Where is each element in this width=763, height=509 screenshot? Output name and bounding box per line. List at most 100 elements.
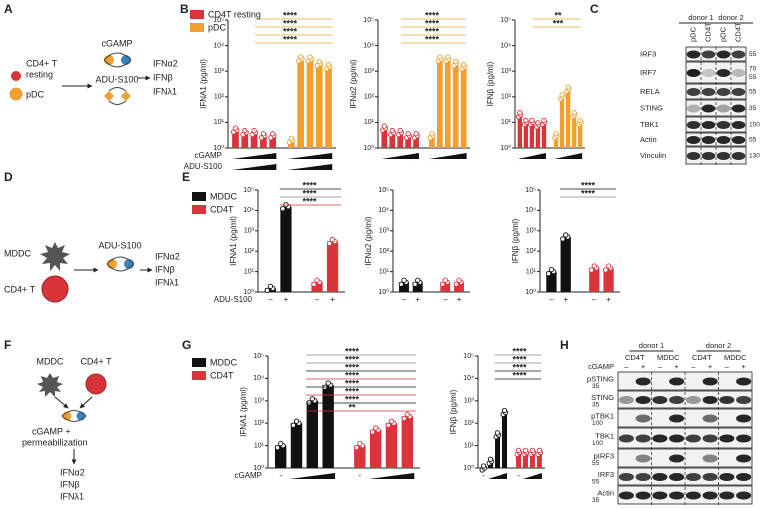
point <box>385 422 391 428</box>
y-axis-label: IFNβ (pg/ml) <box>511 218 520 263</box>
y-tick-label: 10⁵ <box>500 17 511 24</box>
point <box>445 54 451 60</box>
point <box>536 447 543 453</box>
bar <box>412 282 423 292</box>
y-tick-label: 10¹ <box>244 268 255 275</box>
y-tick-label: 10⁵ <box>253 353 264 360</box>
x-axis-label: ADU-S100 <box>214 295 253 304</box>
sig-stars: **** <box>283 34 298 44</box>
x-axis-label: cGAMP <box>234 471 262 480</box>
arrow <box>54 396 69 409</box>
ramp <box>368 473 415 479</box>
point <box>437 54 443 60</box>
point <box>404 411 410 418</box>
pdc-cell <box>9 87 23 101</box>
sign: – <box>725 362 730 371</box>
band <box>731 88 746 96</box>
sig-stars: **** <box>512 346 527 356</box>
point <box>293 418 300 424</box>
band <box>669 396 685 404</box>
treatment: cGAMP <box>588 362 614 371</box>
bar <box>274 445 287 468</box>
blot-row-label: TBK1 <box>640 120 659 129</box>
y-tick-label: 10² <box>244 248 255 255</box>
molecule-link <box>103 52 132 68</box>
ramp <box>517 153 546 159</box>
cell-label: MDDC <box>4 248 31 258</box>
y-axis-label: IFNα2 (pg/ml) <box>349 59 358 108</box>
output: IFNλ1 <box>60 491 84 501</box>
y-tick-label: 10³ <box>364 68 375 75</box>
point <box>232 125 239 131</box>
cell-label: resting <box>26 69 53 79</box>
point <box>357 440 363 447</box>
band <box>669 454 685 463</box>
y-tick-label: 10³ <box>214 68 225 75</box>
point <box>401 277 407 283</box>
sign: + <box>641 362 646 371</box>
y-tick-label: 10⁰ <box>253 464 264 472</box>
bar <box>444 58 451 148</box>
point <box>559 92 565 98</box>
sig-stars: **** <box>302 180 317 190</box>
bar <box>541 122 547 148</box>
x-tick-label: + <box>606 295 611 304</box>
band <box>686 50 701 59</box>
y-tick-label: 10⁴ <box>500 42 511 49</box>
panel-label: C <box>590 2 599 16</box>
y-tick-label: 10² <box>379 248 390 255</box>
panel-label: H <box>560 338 569 352</box>
band <box>685 396 701 404</box>
band <box>702 473 718 481</box>
output: IFNα2 <box>60 467 85 477</box>
point <box>369 429 376 435</box>
point <box>280 206 286 212</box>
sig-stars: **** <box>302 196 317 206</box>
mw-marker: 70 <box>749 65 757 72</box>
x-tick-label: + <box>330 295 335 304</box>
panel-label: B <box>180 2 189 16</box>
bar <box>546 271 557 292</box>
lane-label: CD4T <box>692 353 712 362</box>
legend-label: CD4T resting <box>208 9 261 19</box>
point <box>456 277 462 283</box>
mw-marker: 35 <box>592 497 600 504</box>
bar <box>385 423 398 468</box>
point <box>560 236 566 242</box>
bar <box>405 135 411 148</box>
blot-row-label: IRF3 <box>598 470 614 479</box>
mddc-cell <box>40 242 70 271</box>
y-tick-label: 10¹ <box>501 119 512 126</box>
output: IFNβ <box>60 479 80 489</box>
agonist: cGAMP <box>101 38 132 48</box>
sig-stars: **** <box>425 10 440 20</box>
bar <box>401 416 414 468</box>
x-axis-label: ADU-S100 <box>184 162 223 171</box>
sig-stars: **** <box>345 378 360 388</box>
y-tick-label: 10⁰ <box>243 288 254 296</box>
bar <box>326 241 339 292</box>
bar <box>559 96 565 148</box>
band <box>685 491 701 500</box>
x-tick-label: – <box>268 295 273 304</box>
band <box>719 396 735 404</box>
x-tick-label: – <box>549 295 554 304</box>
band <box>736 396 752 404</box>
point <box>541 117 547 124</box>
sig-stars: **** <box>581 188 596 198</box>
bar <box>232 130 239 148</box>
sig-stars: **** <box>512 370 527 380</box>
y-tick-label: 10¹ <box>254 442 265 449</box>
point <box>501 407 508 414</box>
point <box>314 277 320 283</box>
mw-marker: 35 <box>749 105 757 112</box>
y-tick-label: 10⁴ <box>243 207 254 214</box>
sig-stars: **** <box>425 34 440 44</box>
bar <box>306 400 319 468</box>
y-tick-label: 10⁵ <box>463 353 474 360</box>
point <box>529 117 535 124</box>
point <box>515 447 522 453</box>
mw-marker: 55 <box>592 460 600 467</box>
cell-label: CD4+ T <box>4 284 36 294</box>
y-tick-label: 10² <box>254 420 265 427</box>
